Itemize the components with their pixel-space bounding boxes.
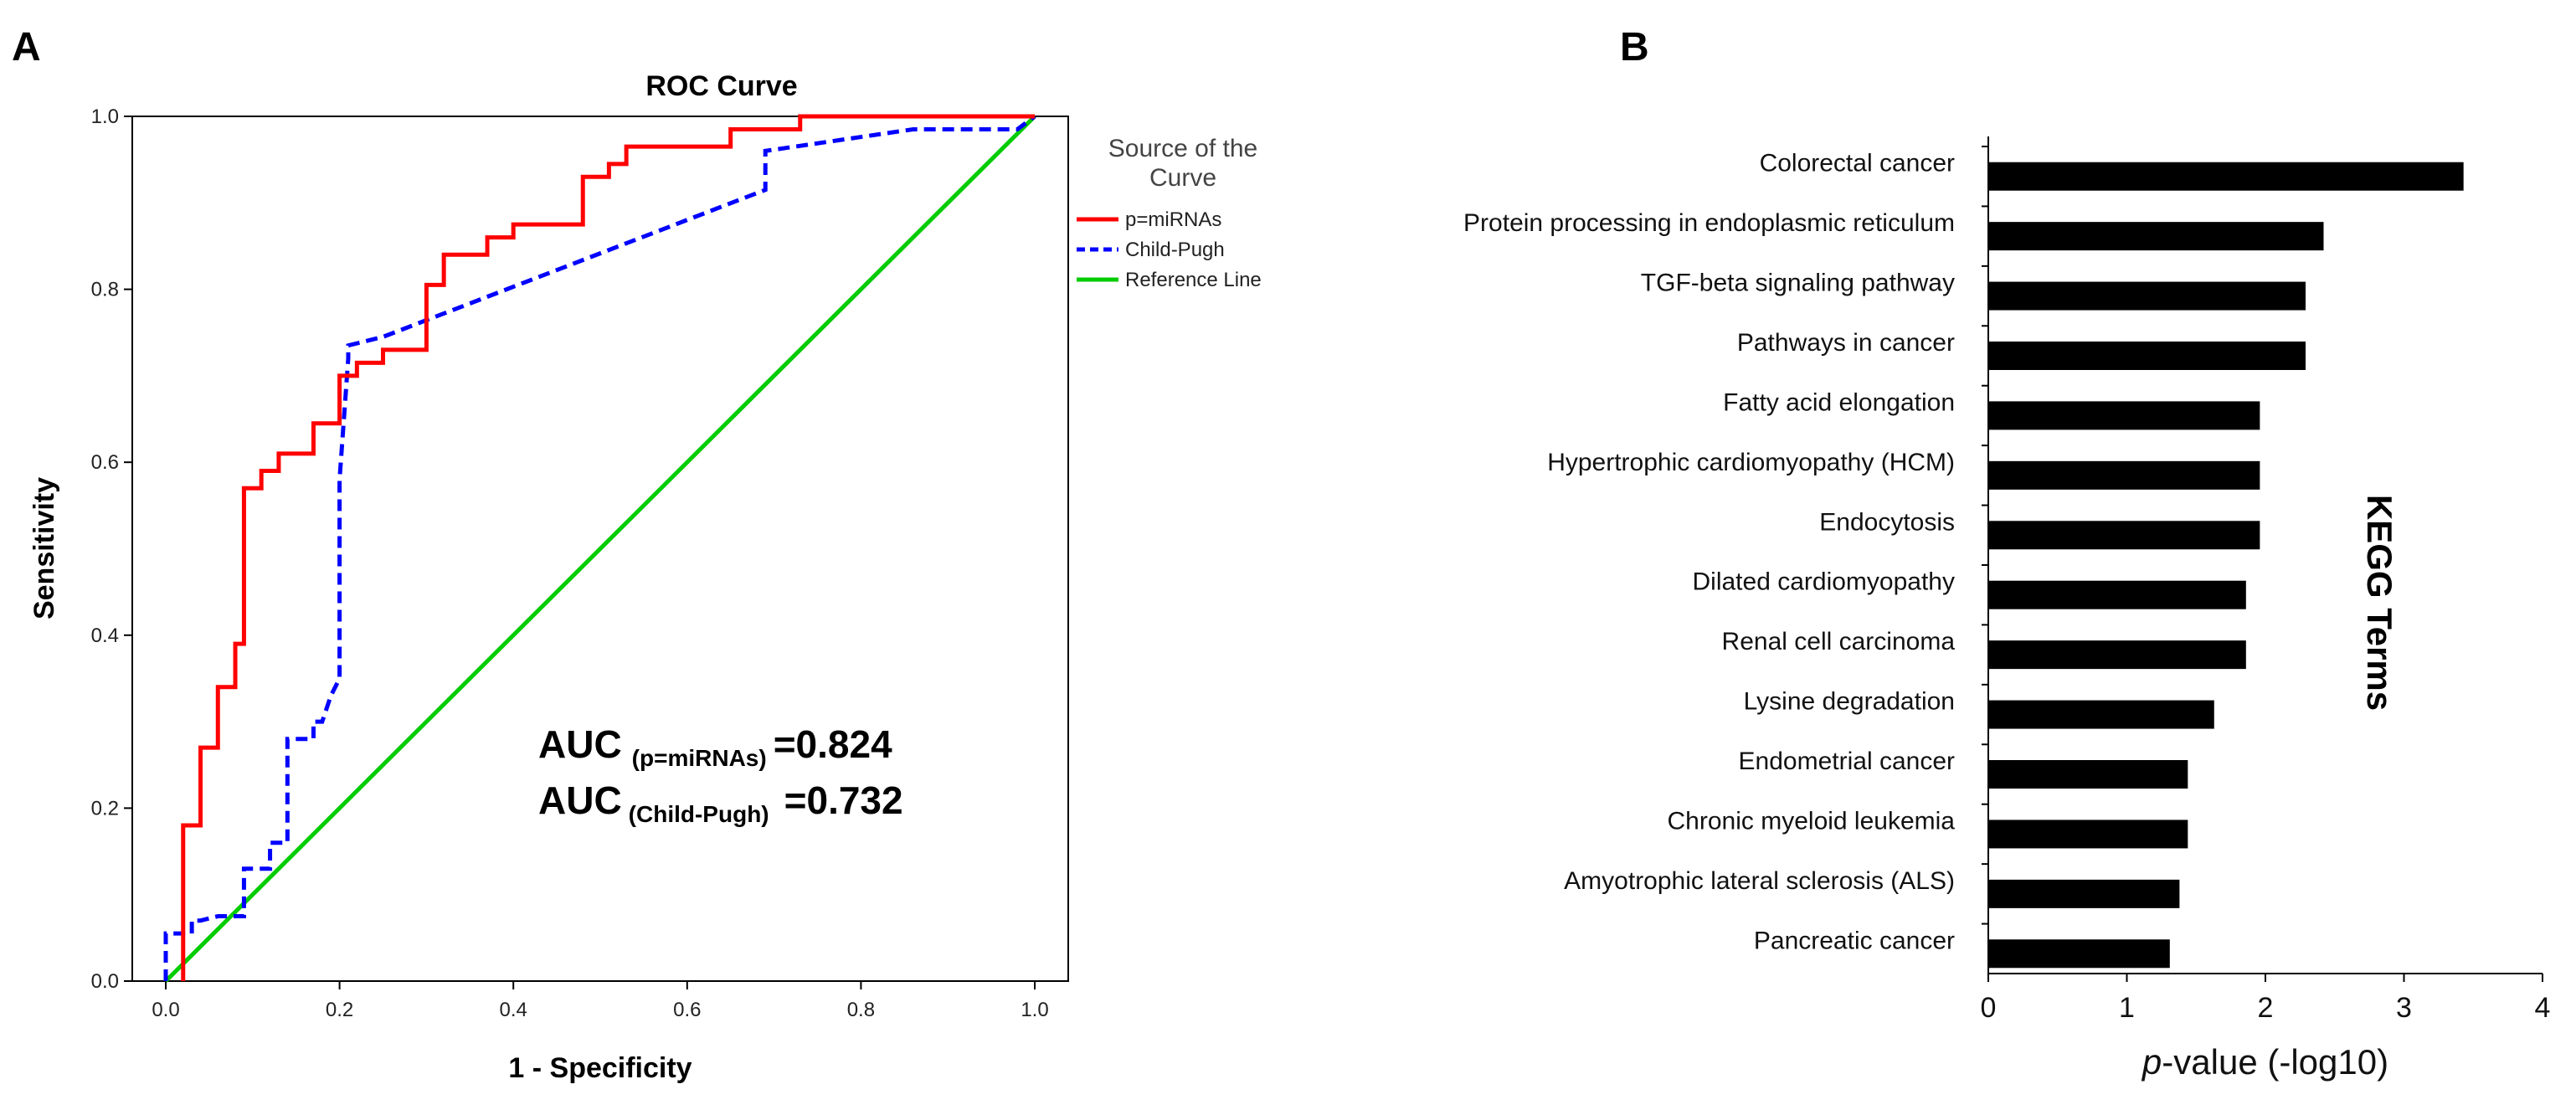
panel-a-label: A xyxy=(12,25,41,69)
roc-x-tick-label: 0.4 xyxy=(500,999,527,1021)
kegg-label-chronic-myeloid-leukemia: Chronic myeloid leukemia xyxy=(1668,807,1956,835)
roc-y-axis: 0.0 0.2 0.4 0.6 0.8 1.0 xyxy=(91,105,132,993)
roc-x-tick-label: 1.0 xyxy=(1021,999,1048,1021)
kegg-chart: Colorectal cancer Protein processing in e… xyxy=(1463,136,2550,1082)
kegg-bar-tgf-beta-signaling-pathway xyxy=(1988,281,2306,311)
roc-y-axis-title: Sensitivity xyxy=(28,477,60,619)
roc-y-tick-label: 0.4 xyxy=(91,624,119,647)
kegg-label-pathways-in-cancer: Pathways in cancer xyxy=(1737,329,1955,357)
kegg-terms-label: KEGG Terms xyxy=(2360,495,2399,711)
kegg-label-hypertrophic-cardiomyopathy-hcm: Hypertrophic cardiomyopathy (HCM) xyxy=(1547,449,1955,476)
roc-x-axis-title: 1 - Specificity xyxy=(508,1052,692,1084)
kegg-bar-protein-processing-in-endoplasmic-reticulum xyxy=(1988,222,2324,251)
legend-title-line-1: Source of the xyxy=(1108,135,1257,162)
kegg-bar-endocytosis xyxy=(1988,521,2260,550)
roc-x-axis: 0.0 0.2 0.4 0.6 0.8 1.0 xyxy=(152,981,1049,1021)
kegg-x-tick-label: 2 xyxy=(2258,992,2274,1024)
auc-childpugh-subscript: (Child-Pugh) xyxy=(629,801,769,827)
kegg-x-axis-title-italic: p xyxy=(2141,1042,2162,1082)
roc-x-tick-label: 0.0 xyxy=(152,999,179,1021)
kegg-bar-chronic-myeloid-leukemia xyxy=(1988,820,2188,849)
kegg-bar-lysine-degradation xyxy=(1988,700,2214,729)
roc-y-tick-label: 0.2 xyxy=(91,797,119,820)
kegg-label-colorectal-cancer: Colorectal cancer xyxy=(1760,150,1955,177)
auc-childpugh-prefix: AUC xyxy=(538,779,622,822)
kegg-x-tick-label: 1 xyxy=(2119,992,2135,1024)
roc-title: ROC Curve xyxy=(645,70,797,102)
kegg-x-tick-label: 4 xyxy=(2535,992,2551,1024)
auc-childpugh-annotation: AUC (Child-Pugh) =0.732 xyxy=(538,779,903,827)
roc-y-tick-label: 0.8 xyxy=(91,279,119,301)
kegg-bar-amyotrophic-lateral-sclerosis-als xyxy=(1988,879,2180,908)
kegg-category-labels: Colorectal cancer Protein processing in e… xyxy=(1463,150,1955,955)
roc-y-tick-label: 1.0 xyxy=(91,105,119,128)
roc-y-tick-label: 0.0 xyxy=(91,970,119,993)
roc-x-tick-label: 0.8 xyxy=(847,999,875,1021)
kegg-x-axis: 0 1 2 3 4 xyxy=(1981,974,2551,1024)
kegg-x-tick-label: 3 xyxy=(2396,992,2412,1024)
kegg-bar-renal-cell-carcinoma xyxy=(1988,640,2246,670)
roc-x-tick-label: 0.6 xyxy=(673,999,701,1021)
roc-legend: Source of the Curve p=miRNAs Child-Pugh Re… xyxy=(1077,135,1262,291)
kegg-label-dilated-cardiomyopathy: Dilated cardiomyopathy xyxy=(1693,568,1956,596)
roc-x-tick-label: 0.2 xyxy=(326,999,353,1021)
panel-b-label: B xyxy=(1620,25,1649,69)
kegg-label-endocytosis: Endocytosis xyxy=(1819,508,1955,536)
auc-mirna-subscript: (p=miRNAs) xyxy=(632,745,767,771)
kegg-label-lysine-degradation: Lysine degradation xyxy=(1744,688,1955,716)
kegg-x-axis-title: p-value (-log10) xyxy=(2141,1042,2388,1082)
legend-label-p-mirnas: p=miRNAs xyxy=(1125,208,1221,231)
kegg-label-amyotrophic-lateral-sclerosis-als: Amyotrophic lateral sclerosis (ALS) xyxy=(1564,867,1955,895)
roc-series-reference-line xyxy=(164,115,1036,983)
kegg-label-pancreatic-cancer: Pancreatic cancer xyxy=(1754,927,1955,954)
kegg-bars xyxy=(1988,162,2464,969)
kegg-category-ticks xyxy=(1982,146,1988,925)
kegg-label-fatty-acid-elongation: Fatty acid elongation xyxy=(1723,388,1955,416)
auc-mirna-annotation: AUC (p=miRNAs) =0.824 xyxy=(538,722,892,771)
kegg-bar-endometrial-cancer xyxy=(1988,760,2188,789)
roc-series-group xyxy=(163,114,1036,983)
kegg-bar-pancreatic-cancer xyxy=(1988,939,2170,969)
kegg-bar-hypertrophic-cardiomyopathy-hcm xyxy=(1988,460,2260,490)
kegg-label-protein-processing-in-endoplasmic-reticulum: Protein processing in endoplasmic reticu… xyxy=(1463,209,1955,237)
kegg-label-renal-cell-carcinoma: Renal cell carcinoma xyxy=(1722,628,1956,655)
kegg-x-tick-label: 0 xyxy=(1981,992,1997,1024)
kegg-label-endometrial-cancer: Endometrial cancer xyxy=(1739,748,1955,775)
kegg-bar-fatty-acid-elongation xyxy=(1988,401,2260,430)
auc-mirna-value: =0.824 xyxy=(774,722,892,766)
kegg-bar-pathways-in-cancer xyxy=(1988,342,2306,370)
kegg-x-axis-title-rest: -value (-log10) xyxy=(2162,1042,2388,1082)
kegg-bar-colorectal-cancer xyxy=(1988,162,2464,191)
roc-y-tick-label: 0.6 xyxy=(91,451,119,474)
auc-mirna-prefix: AUC xyxy=(538,722,622,766)
roc-series-p-mirnas xyxy=(181,114,1035,981)
roc-series-child-pugh xyxy=(163,114,1036,981)
kegg-label-tgf-beta-signaling-pathway: TGF-beta signaling pathway xyxy=(1641,270,1955,297)
roc-chart: ROC Curve 0.00.20.40.60.81.0 0.0 0.2 0.4 0.… xyxy=(28,70,1262,1084)
legend-title-line-2: Curve xyxy=(1149,164,1216,192)
roc-plot-frame xyxy=(131,116,1069,982)
legend-label-reference-line: Reference Line xyxy=(1125,269,1262,291)
auc-childpugh-value: =0.732 xyxy=(784,779,903,822)
kegg-bar-dilated-cardiomyopathy xyxy=(1988,580,2246,609)
legend-label-child-pugh: Child-Pugh xyxy=(1125,239,1225,261)
